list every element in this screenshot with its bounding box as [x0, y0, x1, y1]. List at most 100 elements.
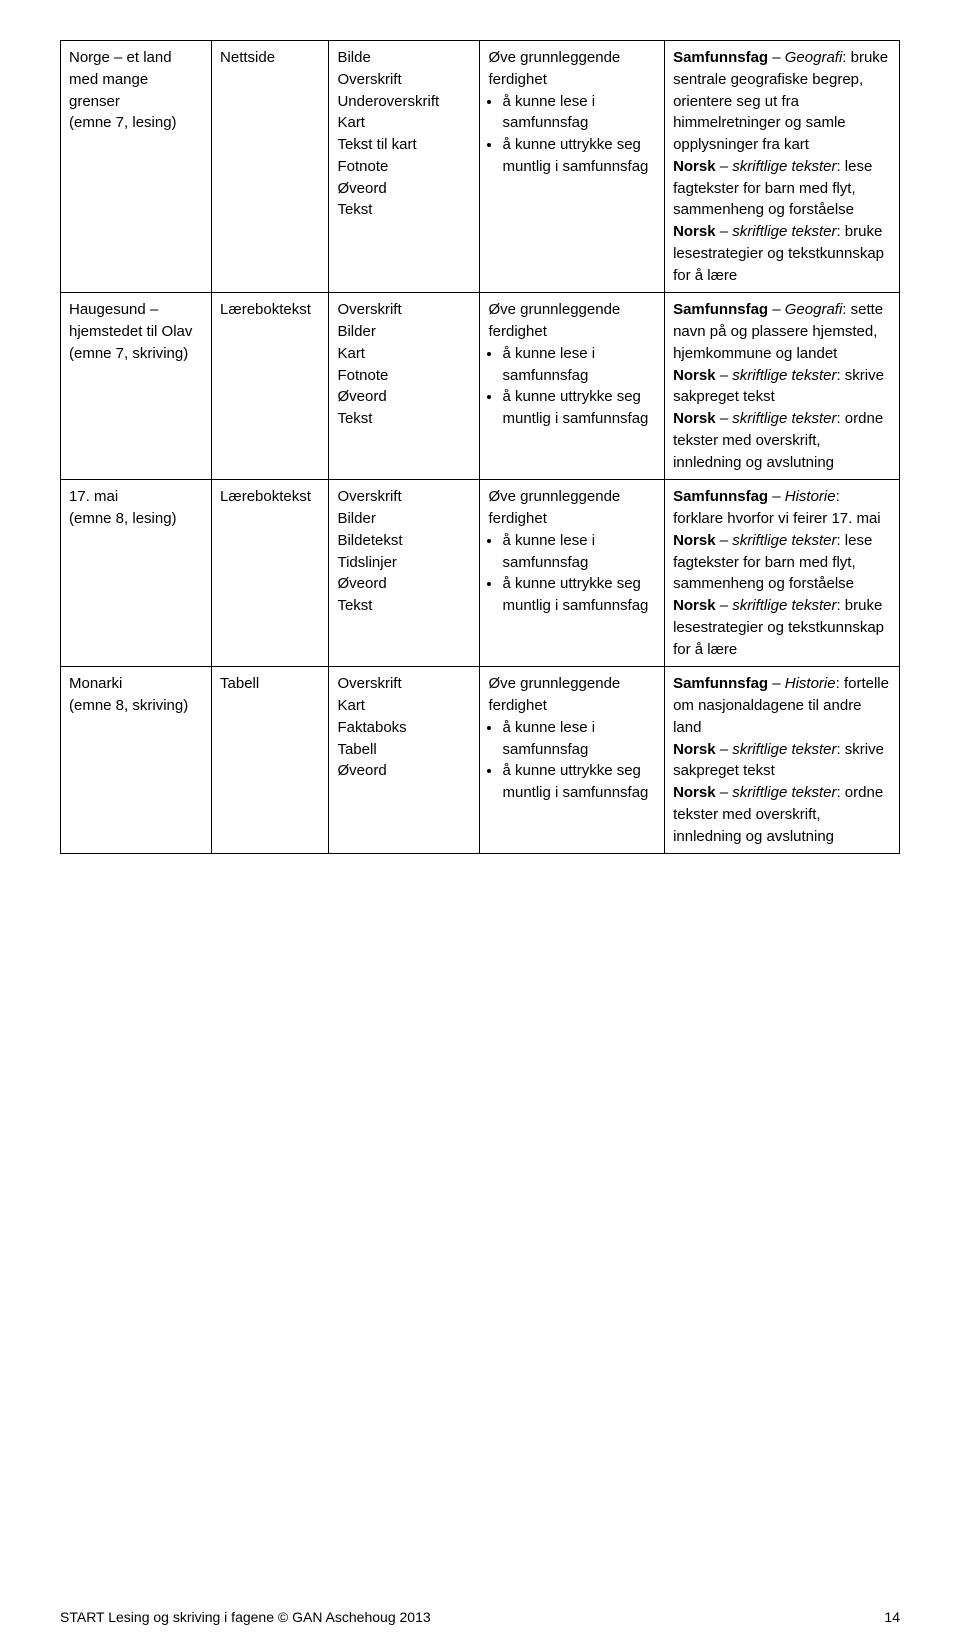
source-cell: Læreboktekst [212, 480, 329, 667]
skills-cell: Øve grunnleggende ferdighetå kunne lese … [480, 41, 665, 293]
goal-subject: Samfunnsfag [673, 301, 768, 318]
element-line: Bilde [337, 47, 471, 69]
goal-subject: Norsk [673, 223, 716, 240]
element-line: Tekst [337, 408, 471, 430]
table-row: Norge – et land med mange grenser(emne 7… [61, 41, 900, 293]
skills-cell: Øve grunnleggende ferdighetå kunne lese … [480, 293, 665, 480]
goal-subject: Norsk [673, 741, 716, 758]
skills-list: å kunne lese i samfunnsfagå kunne uttryk… [488, 343, 656, 430]
element-line: Øveord [337, 178, 471, 200]
elements-cell: OverskriftBilderKartFotnoteØveordTekst [329, 293, 480, 480]
skills-lead: Øve grunnleggende ferdighet [488, 47, 656, 91]
skills-lead: Øve grunnleggende ferdighet [488, 673, 656, 717]
goal-subject: Samfunnsfag [673, 675, 768, 692]
goal-line: Norsk – skriftlige tekster: ordne tekste… [673, 782, 891, 847]
skills-lead: Øve grunnleggende ferdighet [488, 299, 656, 343]
goal-line: Samfunnsfag – Historie: fortelle om nasj… [673, 673, 891, 738]
skills-point: å kunne lese i samfunnsfag [502, 343, 656, 387]
goals-cell: Samfunnsfag – Geografi: bruke sentrale g… [665, 41, 900, 293]
goals-cell: Samfunnsfag – Historie: fortelle om nasj… [665, 667, 900, 854]
element-line: Tidslinjer [337, 552, 471, 574]
goal-line: Samfunnsfag – Historie: forklare hvorfor… [673, 486, 891, 530]
goal-subject: Norsk [673, 158, 716, 175]
element-line: Fotnote [337, 156, 471, 178]
skills-point: å kunne uttrykke seg muntlig i samfunnsf… [502, 760, 656, 804]
element-line: Kart [337, 695, 471, 717]
goal-area: – skriftlige tekster [716, 532, 837, 549]
element-line: Faktaboks [337, 717, 471, 739]
footer-page-number: 14 [884, 1609, 900, 1625]
goal-line: Samfunnsfag – Geografi: sette navn på og… [673, 299, 891, 364]
element-line: Tekst [337, 199, 471, 221]
skills-point: å kunne lese i samfunnsfag [502, 530, 656, 574]
table-row: 17. mai(emne 8, lesing)LæreboktekstOvers… [61, 480, 900, 667]
topic-title: Monarki [69, 673, 203, 695]
skills-point: å kunne lese i samfunnsfag [502, 91, 656, 135]
table-row: Haugesund – hjemstedet til Olav(emne 7, … [61, 293, 900, 480]
curriculum-table: Norge – et land med mange grenser(emne 7… [60, 40, 900, 854]
element-line: Øveord [337, 760, 471, 782]
element-line: Overskrift [337, 299, 471, 321]
skills-list: å kunne lese i samfunnsfagå kunne uttryk… [488, 717, 656, 804]
goals-cell: Samfunnsfag – Historie: forklare hvorfor… [665, 480, 900, 667]
element-line: Underoverskrift [337, 91, 471, 113]
skills-list: å kunne lese i samfunnsfagå kunne uttryk… [488, 91, 656, 178]
skills-point: å kunne uttrykke seg muntlig i samfunnsf… [502, 386, 656, 430]
goal-subject: Norsk [673, 532, 716, 549]
topic-cell: Monarki(emne 8, skriving) [61, 667, 212, 854]
goal-area: – Historie [768, 488, 836, 505]
goal-area: – skriftlige tekster [716, 597, 837, 614]
goals-cell: Samfunnsfag – Geografi: sette navn på og… [665, 293, 900, 480]
table-row: Monarki(emne 8, skriving)TabellOverskrif… [61, 667, 900, 854]
goal-line: Norsk – skriftlige tekster: bruke lesest… [673, 221, 891, 286]
topic-sub: (emne 8, lesing) [69, 508, 203, 530]
goal-subject: Norsk [673, 597, 716, 614]
goal-area: – Geografi [768, 49, 842, 66]
topic-cell: Norge – et land med mange grenser(emne 7… [61, 41, 212, 293]
source-cell: Nettside [212, 41, 329, 293]
element-line: Bildetekst [337, 530, 471, 552]
element-line: Tekst til kart [337, 134, 471, 156]
element-line: Tekst [337, 595, 471, 617]
element-line: Kart [337, 112, 471, 134]
topic-cell: 17. mai(emne 8, lesing) [61, 480, 212, 667]
skills-list: å kunne lese i samfunnsfagå kunne uttryk… [488, 530, 656, 617]
skills-lead: Øve grunnleggende ferdighet [488, 486, 656, 530]
page: Norge – et land med mange grenser(emne 7… [0, 0, 960, 1649]
source-cell: Læreboktekst [212, 293, 329, 480]
element-line: Øveord [337, 573, 471, 595]
goal-area: – skriftlige tekster [716, 784, 837, 801]
element-line: Overskrift [337, 486, 471, 508]
elements-cell: BildeOverskriftUnderoverskriftKartTekst … [329, 41, 480, 293]
elements-cell: OverskriftKartFaktaboksTabellØveord [329, 667, 480, 854]
goal-line: Norsk – skriftlige tekster: ordne tekste… [673, 408, 891, 473]
element-line: Tabell [337, 739, 471, 761]
skills-cell: Øve grunnleggende ferdighetå kunne lese … [480, 480, 665, 667]
topic-sub: (emne 8, skriving) [69, 695, 203, 717]
skills-point: å kunne uttrykke seg muntlig i samfunnsf… [502, 134, 656, 178]
skills-point: å kunne lese i samfunnsfag [502, 717, 656, 761]
skills-cell: Øve grunnleggende ferdighetå kunne lese … [480, 667, 665, 854]
goal-subject: Norsk [673, 784, 716, 801]
footer-left: START Lesing og skriving i fagene © GAN … [60, 1609, 431, 1625]
goal-area: – Geografi [768, 301, 842, 318]
goal-subject: Samfunnsfag [673, 488, 768, 505]
topic-sub: (emne 7, skriving) [69, 343, 203, 365]
elements-cell: OverskriftBilderBildetekstTidslinjerØveo… [329, 480, 480, 667]
goal-area: – skriftlige tekster [716, 741, 837, 758]
element-line: Øveord [337, 386, 471, 408]
goal-line: Norsk – skriftlige tekster: lese fagteks… [673, 156, 891, 221]
element-line: Overskrift [337, 673, 471, 695]
goal-line: Norsk – skriftlige tekster: lese fagteks… [673, 530, 891, 595]
element-line: Overskrift [337, 69, 471, 91]
goal-line: Norsk – skriftlige tekster: bruke lesest… [673, 595, 891, 660]
topic-title: Haugesund – hjemstedet til Olav [69, 299, 203, 343]
goal-area: – skriftlige tekster [716, 223, 837, 240]
element-line: Bilder [337, 508, 471, 530]
page-footer: START Lesing og skriving i fagene © GAN … [60, 1609, 900, 1625]
goal-subject: Samfunnsfag [673, 49, 768, 66]
topic-cell: Haugesund – hjemstedet til Olav(emne 7, … [61, 293, 212, 480]
source-cell: Tabell [212, 667, 329, 854]
goal-area: – skriftlige tekster [716, 158, 837, 175]
goal-line: Norsk – skriftlige tekster: skrive sakpr… [673, 739, 891, 783]
